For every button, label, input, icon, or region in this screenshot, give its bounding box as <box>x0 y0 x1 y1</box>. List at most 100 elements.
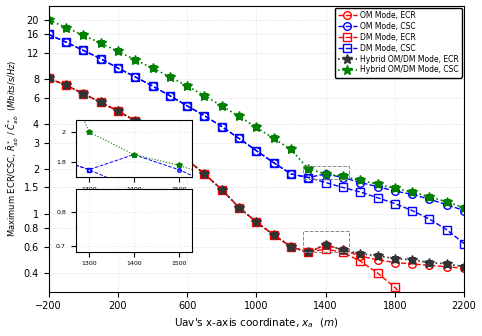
Hybrid OM/DM Mode, CSC <box>306 167 311 171</box>
Hybrid OM/DM Mode, CSC <box>254 125 259 129</box>
Hybrid OM/DM Mode, ECR <box>115 109 121 113</box>
Hybrid OM/DM Mode, ECR <box>306 250 311 254</box>
OM Mode, CSC <box>46 32 52 36</box>
Hybrid OM/DM Mode, ECR <box>392 256 398 260</box>
DM Mode, CSC <box>409 209 415 213</box>
Line: DM Mode, CSC: DM Mode, CSC <box>45 31 468 247</box>
Hybrid OM/DM Mode, ECR <box>340 248 346 252</box>
OM Mode, CSC <box>219 125 225 129</box>
OM Mode, CSC <box>115 66 121 70</box>
DM Mode, CSC <box>375 196 380 200</box>
DM Mode, CSC <box>46 32 52 36</box>
DM Mode, CSC <box>184 104 190 108</box>
Hybrid OM/DM Mode, ECR <box>46 76 52 80</box>
DM Mode, CSC <box>288 172 294 176</box>
Hybrid OM/DM Mode, ECR <box>201 172 207 176</box>
OM Mode, CSC <box>288 172 294 176</box>
OM Mode, CSC <box>323 172 329 176</box>
Hybrid OM/DM Mode, CSC <box>150 66 156 70</box>
Bar <box>303 230 349 252</box>
OM Mode, ECR <box>392 260 398 264</box>
DM Mode, CSC <box>340 185 346 190</box>
OM Mode, CSC <box>184 104 190 108</box>
Hybrid OM/DM Mode, ECR <box>150 131 156 135</box>
OM Mode, CSC <box>340 175 346 179</box>
OM Mode, CSC <box>236 136 242 140</box>
DM Mode, CSC <box>201 114 207 118</box>
Hybrid OM/DM Mode, CSC <box>375 182 380 186</box>
DM Mode, ECR <box>201 172 207 176</box>
Hybrid OM/DM Mode, CSC <box>357 178 363 182</box>
OM Mode, CSC <box>444 203 450 207</box>
Hybrid OM/DM Mode, CSC <box>409 190 415 194</box>
OM Mode, CSC <box>409 192 415 196</box>
OM Mode, ECR <box>375 258 380 262</box>
Hybrid OM/DM Mode, ECR <box>288 245 294 249</box>
X-axis label: Uav's x-axis coordinate, $x_a$  $(m)$: Uav's x-axis coordinate, $x_a$ $(m)$ <box>174 317 339 330</box>
DM Mode, CSC <box>444 228 450 232</box>
OM Mode, ECR <box>306 250 311 254</box>
DM Mode, CSC <box>306 175 311 179</box>
Bar <box>303 166 349 179</box>
OM Mode, ECR <box>444 265 450 269</box>
Line: OM Mode, ECR: OM Mode, ECR <box>45 75 468 272</box>
Hybrid OM/DM Mode, ECR <box>63 83 69 87</box>
OM Mode, ECR <box>340 248 346 252</box>
OM Mode, CSC <box>392 189 398 193</box>
Hybrid OM/DM Mode, ECR <box>461 265 467 269</box>
Hybrid OM/DM Mode, CSC <box>392 186 398 191</box>
DM Mode, ECR <box>427 334 432 336</box>
DM Mode, ECR <box>254 220 259 224</box>
Hybrid OM/DM Mode, ECR <box>271 233 277 237</box>
Hybrid OM/DM Mode, CSC <box>167 75 173 79</box>
DM Mode, CSC <box>254 149 259 153</box>
DM Mode, CSC <box>236 136 242 140</box>
DM Mode, ECR <box>167 143 173 147</box>
OM Mode, ECR <box>63 83 69 87</box>
DM Mode, ECR <box>392 285 398 289</box>
Line: DM Mode, ECR: DM Mode, ECR <box>45 75 468 336</box>
OM Mode, ECR <box>288 245 294 249</box>
OM Mode, CSC <box>357 180 363 184</box>
OM Mode, ECR <box>115 109 121 113</box>
DM Mode, CSC <box>427 217 432 221</box>
Hybrid OM/DM Mode, ECR <box>427 260 432 264</box>
Hybrid OM/DM Mode, ECR <box>409 258 415 262</box>
OM Mode, ECR <box>254 220 259 224</box>
Hybrid OM/DM Mode, CSC <box>98 41 104 45</box>
DM Mode, ECR <box>288 245 294 249</box>
OM Mode, ECR <box>357 254 363 258</box>
Line: Hybrid OM/DM Mode, CSC: Hybrid OM/DM Mode, CSC <box>44 15 469 212</box>
DM Mode, ECR <box>133 119 138 123</box>
DM Mode, ECR <box>63 83 69 87</box>
Hybrid OM/DM Mode, ECR <box>80 92 86 96</box>
Hybrid OM/DM Mode, CSC <box>236 115 242 119</box>
DM Mode, CSC <box>63 40 69 44</box>
Legend: OM Mode, ECR, OM Mode, CSC, DM Mode, ECR, DM Mode, CSC, Hybrid OM/DM Mode, ECR, : OM Mode, ECR, OM Mode, CSC, DM Mode, ECR… <box>335 8 462 78</box>
Hybrid OM/DM Mode, ECR <box>444 262 450 266</box>
DM Mode, CSC <box>167 94 173 98</box>
OM Mode, ECR <box>271 233 277 237</box>
OM Mode, ECR <box>184 158 190 162</box>
Line: Hybrid OM/DM Mode, ECR: Hybrid OM/DM Mode, ECR <box>44 74 469 272</box>
Hybrid OM/DM Mode, ECR <box>167 143 173 147</box>
OM Mode, ECR <box>201 172 207 176</box>
OM Mode, ECR <box>427 263 432 267</box>
Hybrid OM/DM Mode, ECR <box>254 220 259 224</box>
DM Mode, CSC <box>133 75 138 79</box>
DM Mode, ECR <box>46 76 52 80</box>
Hybrid OM/DM Mode, CSC <box>340 174 346 178</box>
OM Mode, ECR <box>133 119 138 123</box>
OM Mode, ECR <box>236 206 242 210</box>
Hybrid OM/DM Mode, CSC <box>63 26 69 30</box>
Y-axis label: Maximum ECR/CSC, $\bar{R}^*_{ab}$ / $\bar{C}^*_{ab}$  $(Mbits/s/Hz)$: Maximum ECR/CSC, $\bar{R}^*_{ab}$ / $\ba… <box>6 60 21 237</box>
Hybrid OM/DM Mode, CSC <box>427 195 432 199</box>
Hybrid OM/DM Mode, CSC <box>115 49 121 53</box>
DM Mode, ECR <box>375 271 380 275</box>
OM Mode, CSC <box>98 57 104 61</box>
OM Mode, CSC <box>150 84 156 88</box>
OM Mode, ECR <box>409 262 415 266</box>
DM Mode, ECR <box>323 247 329 251</box>
Hybrid OM/DM Mode, CSC <box>133 58 138 62</box>
DM Mode, ECR <box>184 158 190 162</box>
